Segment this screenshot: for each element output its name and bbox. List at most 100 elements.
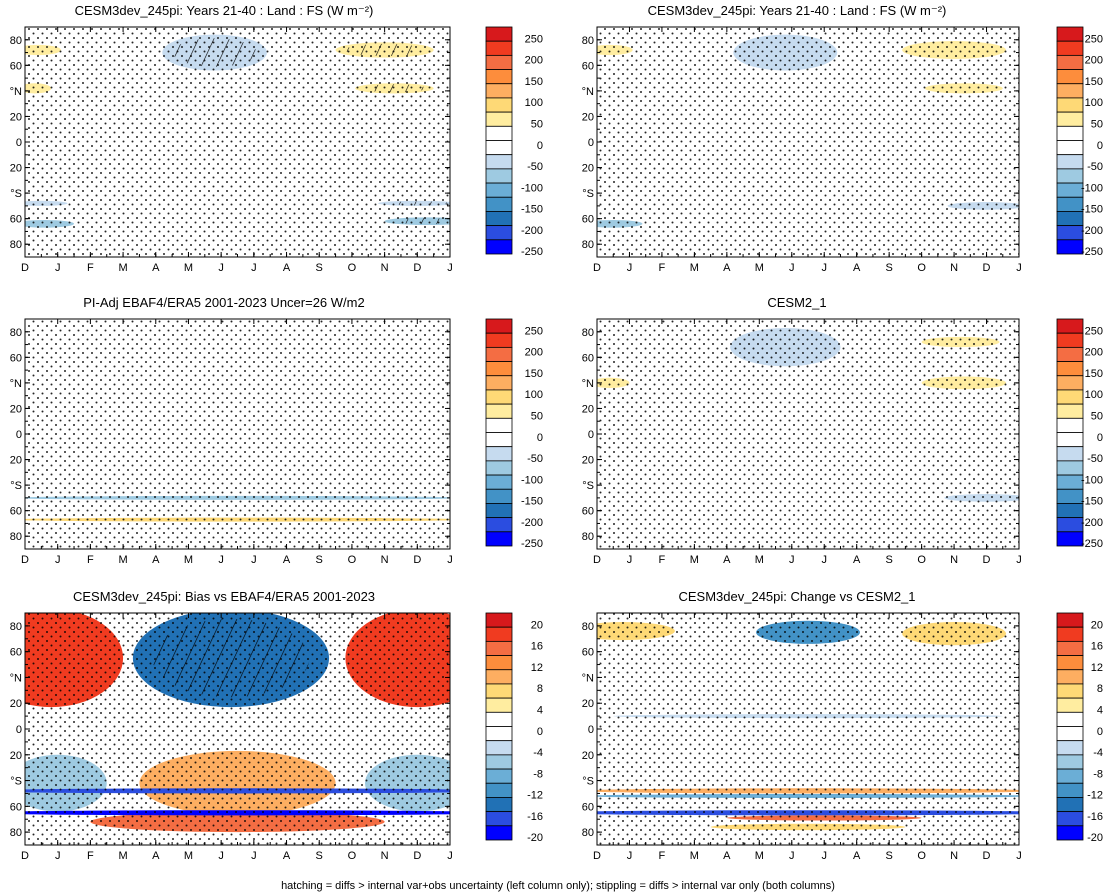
x-tick-label: M <box>118 850 127 862</box>
y-tick-label: 60 <box>582 647 594 659</box>
colorbar-swatch <box>1056 446 1084 462</box>
colorbar-swatch <box>1056 318 1084 334</box>
colorbar-swatch <box>1056 389 1084 405</box>
x-tick-label: J <box>821 850 827 862</box>
panel-2-field <box>597 27 1019 257</box>
colorbar-swatch <box>1056 768 1084 784</box>
x-tick-label: J <box>1016 554 1022 566</box>
x-tick-label: S <box>316 262 323 274</box>
colorbar-swatch <box>485 503 513 519</box>
colorbar-label: -250 <box>521 538 543 550</box>
x-tick-label: D <box>983 554 991 566</box>
colorbar-swatch <box>485 740 513 756</box>
x-tick-label: S <box>316 554 323 566</box>
colorbar-label: 0 <box>537 432 543 444</box>
panel-2-axes: D J F M A M J J A S O N D J 80 60 °N 20 0 20 °S 60 80 <box>582 26 1022 274</box>
colorbar-label: -100 <box>1081 182 1103 194</box>
colorbar-label: 250 <box>1085 33 1103 45</box>
colorbar-swatch <box>1056 140 1084 156</box>
y-tick-label: 60 <box>582 506 594 518</box>
colorbar-label: 12 <box>1091 662 1103 674</box>
x-tick-label: A <box>853 262 861 274</box>
colorbar-swatch <box>1056 111 1084 127</box>
x-tick-label: F <box>659 850 666 862</box>
colorbar-swatch <box>1056 361 1084 377</box>
x-tick-label: J <box>55 850 61 862</box>
panel-5: CESM3dev_245pi: Bias vs EBAF4/ERA5 2001-… <box>10 589 453 862</box>
x-tick-label: A <box>723 850 731 862</box>
colorbar-label: 16 <box>531 641 543 653</box>
x-tick-label: F <box>659 262 666 274</box>
panel-6: CESM3dev_245pi: Change vs CESM2_1 D J F M A M… <box>582 589 1022 862</box>
colorbar-label: 50 <box>1091 410 1103 422</box>
x-tick-label: J <box>821 262 827 274</box>
x-tick-label: J <box>627 262 633 274</box>
x-tick-label: J <box>1016 262 1022 274</box>
panel-1-field <box>25 27 450 257</box>
colorbar-label: 0 <box>537 726 543 738</box>
colorbar-label: 150 <box>525 76 543 88</box>
y-tick-label: 60 <box>10 506 22 518</box>
y-tick-label: 20 <box>582 111 594 123</box>
colorbar-swatch <box>1056 825 1084 841</box>
x-tick-label: A <box>723 554 731 566</box>
x-tick-label: D <box>983 262 991 274</box>
colorbar-label: -50 <box>1087 161 1103 173</box>
y-tick-label: 20 <box>582 163 594 175</box>
x-tick-label: A <box>723 262 731 274</box>
colorbar-swatch <box>1056 655 1084 671</box>
colorbar-swatch <box>1056 69 1084 85</box>
colorbar-swatch <box>485 782 513 798</box>
footer-note: hatching = diffs > internal var+obs unce… <box>281 880 835 892</box>
colorbar-label: 4 <box>1097 704 1103 716</box>
colorbar-swatch <box>1056 225 1084 241</box>
stippling <box>25 27 450 257</box>
colorbar-swatch <box>485 26 513 42</box>
colorbar-swatch <box>1056 626 1084 642</box>
y-tick-label: °S <box>582 480 594 492</box>
colorbar-swatch <box>485 683 513 699</box>
colorbar-label: 250 <box>525 33 543 45</box>
y-tick-label: 60 <box>582 60 594 72</box>
colorbar-swatch <box>485 655 513 671</box>
x-tick-label: N <box>381 554 389 566</box>
x-tick-label: J <box>789 850 795 862</box>
y-tick-label: 20 <box>10 750 22 762</box>
x-tick-label: F <box>87 850 94 862</box>
hatching-0 <box>152 618 310 698</box>
colorbar-swatch <box>1056 517 1084 533</box>
colorbar-label: -100 <box>1081 474 1103 486</box>
colorbar-label: -200 <box>1081 225 1103 237</box>
colorbar-swatch <box>1056 811 1084 827</box>
x-tick-label: S <box>885 554 892 566</box>
panel-2: CESM3dev_245pi: Years 21-40 : Land : FS … <box>582 3 1022 274</box>
x-tick-label: S <box>885 262 892 274</box>
colorbar-swatch <box>485 797 513 813</box>
y-tick-label: 20 <box>582 455 594 467</box>
x-tick-label: N <box>950 554 958 566</box>
x-tick-label: D <box>21 262 29 274</box>
panel-4: CESM2_1 D J F M A M J J A S O N D J 80 60 °N 20 0 20 °S 60 80 <box>582 295 1022 566</box>
x-tick-label: F <box>87 554 94 566</box>
y-tick-label: 80 <box>10 531 22 543</box>
colorbar-swatch <box>485 612 513 628</box>
colorbar-swatch <box>485 168 513 184</box>
y-tick-label: °N <box>10 378 22 390</box>
colorbar-swatch <box>485 669 513 685</box>
colorbar-swatch <box>1056 782 1084 798</box>
x-tick-label: O <box>917 554 926 566</box>
x-tick-label: J <box>251 262 257 274</box>
x-tick-label: D <box>593 554 601 566</box>
colorbar-label: -50 <box>527 161 543 173</box>
colorbar-swatch <box>485 239 513 255</box>
colorbar-label: 200 <box>525 347 543 359</box>
colorbar-label: -8 <box>533 768 543 780</box>
colorbar-swatch <box>1056 346 1084 362</box>
x-tick-label: J <box>251 850 257 862</box>
x-tick-label: F <box>659 554 666 566</box>
y-tick-label: 80 <box>10 35 22 47</box>
x-tick-label: N <box>381 262 389 274</box>
panel-4-field <box>597 319 1019 549</box>
colorbar-label: 250 <box>525 325 543 337</box>
x-tick-label: J <box>1016 850 1022 862</box>
